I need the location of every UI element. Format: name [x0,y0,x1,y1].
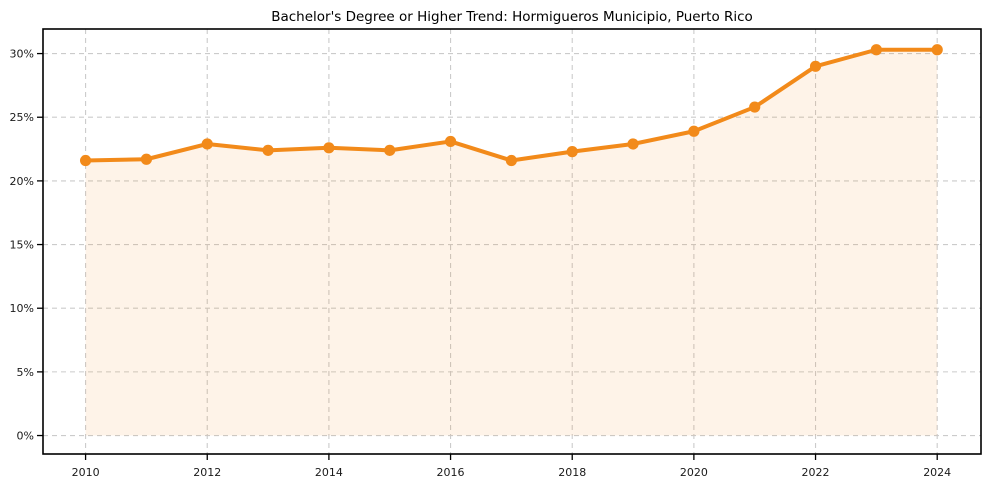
y-axis-tick-label: 20% [10,175,34,188]
x-axis-tick-label: 2010 [72,466,100,479]
x-axis-tick-label: 2020 [680,466,708,479]
x-axis-tick-label: 2022 [802,466,830,479]
data-point-marker [384,144,396,156]
y-axis-tick-label: 30% [10,48,34,61]
chart-title: Bachelor's Degree or Higher Trend: Hormi… [271,9,753,25]
data-point-marker [749,101,761,113]
y-axis-tick-label: 5% [17,366,34,379]
area-fill [85,49,938,436]
x-axis-tick-label: 2016 [437,466,465,479]
x-axis-tick-label: 2012 [193,466,221,479]
data-point-marker [262,144,274,156]
data-point-marker [444,135,457,148]
x-axis-tick-label: 2024 [923,466,951,479]
y-axis-tick-label: 10% [10,302,34,315]
data-point-marker [809,60,822,72]
data-point-marker [566,146,578,158]
data-point-marker [688,125,700,137]
y-axis-tick-label: 25% [10,111,34,124]
data-point-marker [323,142,335,154]
plot-frame [42,28,982,455]
data-point-marker [870,44,882,56]
y-axis-tick-label: 0% [17,430,34,443]
data-point-marker [505,154,517,167]
x-axis-tick-label: 2014 [315,466,343,479]
data-point-marker [627,138,639,150]
y-axis-tick-label: 15% [10,239,34,252]
data-point-marker [79,154,92,167]
data-point-marker [201,138,213,150]
x-axis-tick-label: 2018 [558,466,586,479]
data-point-marker [140,153,153,165]
data-point-marker [931,44,943,56]
